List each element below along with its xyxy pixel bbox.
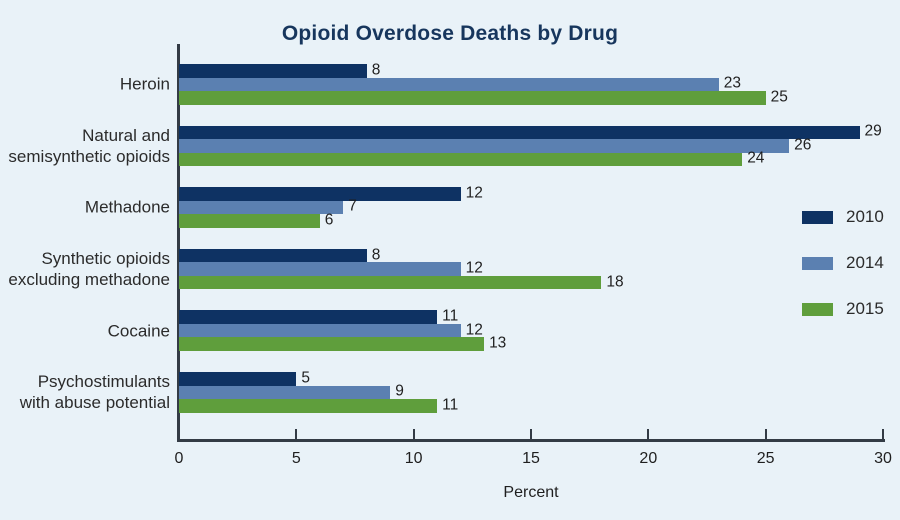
category-label: Heroin (120, 74, 170, 95)
category-label-line: semisynthetic opioids (8, 146, 170, 166)
value-label: 5 (301, 369, 310, 387)
bar-2015 (179, 399, 438, 413)
tick-label: 0 (174, 450, 184, 467)
category-label: Synthetic opioids excluding methadone (8, 248, 170, 290)
value-label: 29 (864, 122, 882, 140)
chart-title: Opioid Overdose Deaths by Drug (281, 22, 619, 45)
bar-2015 (179, 214, 320, 228)
bar-2015 (179, 152, 743, 167)
tick-label: 15 (522, 450, 540, 467)
category-label-line: excluding methadone (8, 270, 170, 290)
value-label: 25 (770, 88, 788, 106)
bar-2014 (179, 385, 391, 399)
legend-swatch (802, 210, 833, 224)
bar-2015 (179, 275, 602, 290)
bar-2014 (179, 200, 344, 215)
legend-label: 2010 (846, 207, 884, 226)
bar-2014 (179, 262, 461, 276)
value-label: 12 (465, 184, 483, 202)
category-label: Natural and semisynthetic opioids (8, 125, 170, 167)
legend-item: 2015 (802, 299, 884, 319)
value-label: 8 (371, 246, 381, 264)
tick-label: 30 (874, 450, 892, 467)
legend: 2010 2014 2015 (802, 207, 884, 345)
bar-2015 (179, 337, 485, 351)
tick-mark (412, 429, 415, 439)
category-label-line: Heroin (119, 74, 170, 94)
bar-2010 (179, 248, 367, 263)
value-label: 23 (723, 74, 741, 92)
tick-mark (882, 429, 884, 439)
value-label: 11 (442, 396, 459, 414)
category-label-line: Synthetic opioids (41, 249, 170, 269)
value-label: 18 (606, 273, 624, 291)
legend-label: 2015 (846, 299, 884, 318)
value-label: 24 (747, 149, 765, 167)
value-label: 13 (489, 334, 507, 352)
legend-item: 2014 (802, 253, 884, 273)
x-axis-title: Percent (503, 484, 559, 501)
category-label: Psychostimulants with abuse potential (20, 371, 170, 413)
bar-2010 (179, 372, 297, 386)
tick-mark (764, 429, 767, 439)
category-label: Cocaine (108, 320, 170, 341)
legend-label: 2014 (846, 253, 884, 272)
category-label-line: Cocaine (107, 321, 170, 341)
legend-item: 2010 (802, 207, 884, 227)
bar-2014 (179, 323, 461, 338)
tick-mark (647, 429, 650, 439)
value-label: 8 (371, 61, 381, 79)
value-label: 7 (348, 198, 357, 216)
category-label-line: with abuse potential (19, 393, 170, 413)
bar-2010 (179, 310, 438, 324)
bar-2014 (179, 77, 719, 91)
x-axis-line (177, 439, 885, 442)
tick-mark (530, 429, 532, 439)
value-label: 6 (324, 211, 334, 229)
category-label: Methadone (85, 197, 170, 218)
category-label-line: Methadone (84, 197, 170, 217)
legend-swatch (802, 302, 833, 316)
y-axis-line (177, 44, 180, 441)
tick-mark (295, 429, 298, 439)
value-label: 26 (794, 136, 812, 154)
category-label-line: Natural and (82, 125, 170, 145)
bar-2015 (179, 91, 766, 105)
tick-label: 10 (404, 450, 423, 467)
value-label: 11 (442, 307, 459, 325)
value-label: 12 (465, 321, 483, 339)
bar-2014 (179, 139, 790, 153)
value-label: 9 (395, 382, 404, 400)
tick-label: 5 (291, 450, 301, 467)
value-label: 12 (465, 259, 483, 277)
bar-2010 (179, 125, 860, 140)
tick-label: 25 (756, 450, 775, 467)
legend-swatch (802, 256, 833, 270)
tick-label: 20 (639, 450, 658, 467)
category-label-line: Psychostimulants (37, 372, 170, 392)
bar-2010 (179, 64, 367, 78)
bar-2010 (179, 187, 461, 201)
